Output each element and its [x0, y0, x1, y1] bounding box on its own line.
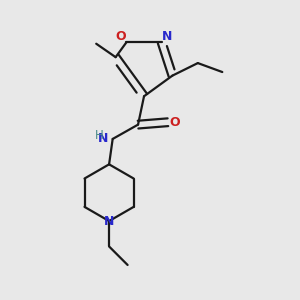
Text: H: H [95, 129, 103, 142]
Text: N: N [162, 30, 172, 44]
Text: N: N [104, 215, 114, 229]
Text: N: N [98, 132, 108, 145]
Text: O: O [169, 116, 180, 129]
Text: O: O [116, 30, 126, 44]
